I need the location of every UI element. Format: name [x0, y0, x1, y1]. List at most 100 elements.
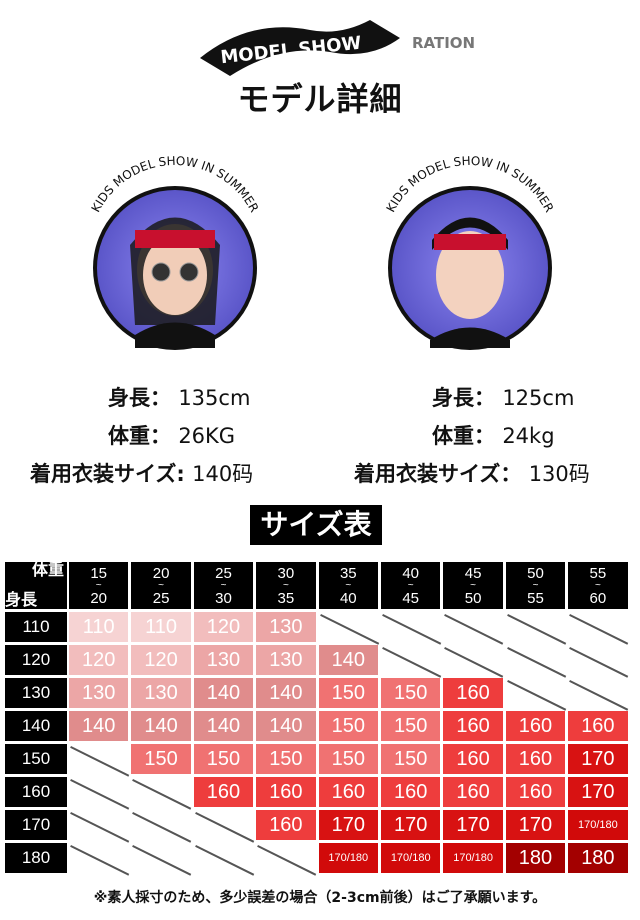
- size-cell: 170/180: [443, 843, 503, 873]
- model-2-weight: 体重： 24kg: [432, 424, 555, 448]
- size-cell: 170/180: [318, 843, 378, 873]
- tilde: ~: [95, 579, 102, 591]
- tilde: ~: [407, 579, 414, 591]
- model-portrait-girl: KIDS MODEL SHOW IN SUMMER: [89, 154, 261, 350]
- empty-cell-slash: [195, 845, 255, 876]
- size-cell: 160: [505, 777, 566, 807]
- model-1-weight: 体重： 26KG: [108, 424, 236, 448]
- size-cell: 150: [318, 711, 378, 741]
- weight-max: 30: [215, 589, 232, 607]
- size-cell: 120: [193, 612, 254, 642]
- corner-weight-label: 体重: [31, 562, 64, 579]
- tilde: ~: [282, 579, 289, 591]
- tilde: ~: [594, 579, 601, 591]
- empty-cell-slash: [444, 647, 504, 678]
- weight-max: 35: [277, 589, 295, 607]
- footnote: ※素人採寸のため、多少誤差の場合（2-3cm前後）はご了承願います。: [93, 890, 547, 906]
- model-show-logo: MODEL SHOW RATION: [200, 20, 475, 76]
- size-cell: 170: [568, 744, 628, 774]
- empty-cell-slash: [569, 614, 629, 645]
- tilde: ~: [158, 579, 164, 591]
- weight-min: 25: [215, 564, 232, 582]
- empty-cell-slash: [382, 647, 442, 678]
- weight-min: 35: [339, 564, 357, 582]
- size-cell: 170: [443, 810, 503, 840]
- weight-column-header: 25 ~30: [193, 562, 254, 609]
- weight-min: 50: [527, 564, 544, 582]
- size-cell: 140: [193, 711, 254, 741]
- weight-column-header: 45 ~50: [443, 562, 503, 609]
- height-row-label: 160: [5, 777, 67, 807]
- corner-header: 体重 身長: [5, 562, 67, 609]
- height-row-label: 110: [5, 612, 67, 642]
- size-cell: 180: [505, 843, 566, 873]
- tilde: ~: [470, 579, 476, 591]
- size-cell: 130: [256, 645, 316, 675]
- size-cell: 120: [69, 645, 129, 675]
- height-row-label: 120: [5, 645, 67, 675]
- size-table: 体重 身長 15 ~20 20 ~25 25 ~30 30 ~35 35 ~40 40 ~45 45 ~5…: [0, 562, 640, 882]
- size-cell: 170/180: [381, 843, 441, 873]
- logo-echo-text: RATION: [412, 34, 475, 52]
- empty-cell-slash: [70, 845, 130, 876]
- empty-cell-slash: [382, 614, 442, 645]
- model-1-height: 身長： 135cm: [108, 386, 251, 410]
- size-cell: 170: [505, 810, 566, 840]
- weight-min: 55: [589, 564, 607, 582]
- size-cell: 160: [193, 777, 254, 807]
- empty-cell-slash: [319, 614, 379, 645]
- size-cell: 140: [193, 678, 254, 708]
- size-cell: 160: [318, 777, 378, 807]
- empty-cell-slash: [507, 647, 567, 678]
- empty-cell-slash: [444, 614, 504, 645]
- size-cell: 160: [256, 810, 316, 840]
- height-row-label: 140: [5, 711, 67, 741]
- size-cell: 170/180: [568, 810, 628, 840]
- size-chart-title: サイズ表: [250, 505, 382, 545]
- page-title: モデル詳細: [237, 80, 403, 118]
- size-cell: 150: [381, 711, 441, 741]
- size-cell: 150: [193, 744, 254, 774]
- weight-min: 45: [464, 564, 482, 582]
- size-cell: 120: [131, 645, 191, 675]
- height-row-label: 170: [5, 810, 67, 840]
- weight-max: 60: [589, 589, 607, 607]
- size-cell: 130: [193, 645, 254, 675]
- size-cell: 150: [256, 744, 316, 774]
- size-cell: 170: [568, 777, 628, 807]
- empty-cell-slash: [132, 845, 192, 876]
- size-cell: 140: [131, 711, 191, 741]
- weight-min: 15: [90, 564, 108, 582]
- weight-max: 20: [90, 589, 108, 607]
- tilde: ~: [532, 579, 539, 591]
- size-cell: 110: [69, 612, 129, 642]
- size-cell: 140: [256, 678, 316, 708]
- empty-cell-slash: [132, 812, 192, 843]
- size-cell: 130: [256, 612, 316, 642]
- model-1-size: 着用衣装サイズ: 140码: [30, 462, 254, 486]
- empty-cell-slash: [70, 746, 130, 777]
- weight-min: 20: [152, 564, 170, 582]
- height-row-label: 150: [5, 744, 67, 774]
- size-cell: 140: [256, 711, 316, 741]
- size-cell: 140: [318, 645, 378, 675]
- size-cell: 160: [443, 678, 503, 708]
- size-cell: 160: [505, 744, 566, 774]
- weight-column-header: 50 ~55: [505, 562, 566, 609]
- weight-min: 40: [402, 564, 420, 582]
- weight-column-header: 15 ~20: [69, 562, 129, 609]
- size-cell: 110: [131, 612, 191, 642]
- size-cell: 160: [443, 744, 503, 774]
- model-2-size: 着用衣装サイズ： 130码: [354, 462, 590, 486]
- weight-max: 25: [152, 589, 170, 607]
- height-row-label: 180: [5, 843, 67, 873]
- weight-column-header: 55 ~60: [568, 562, 628, 609]
- size-cell: 160: [256, 777, 316, 807]
- size-cell: 150: [131, 744, 191, 774]
- size-cell: 150: [318, 678, 378, 708]
- weight-column-header: 35 ~40: [318, 562, 378, 609]
- size-cell: 160: [381, 777, 441, 807]
- weight-column-header: 40 ~45: [381, 562, 441, 609]
- weight-column-header: 30 ~35: [256, 562, 316, 609]
- size-cell: 130: [131, 678, 191, 708]
